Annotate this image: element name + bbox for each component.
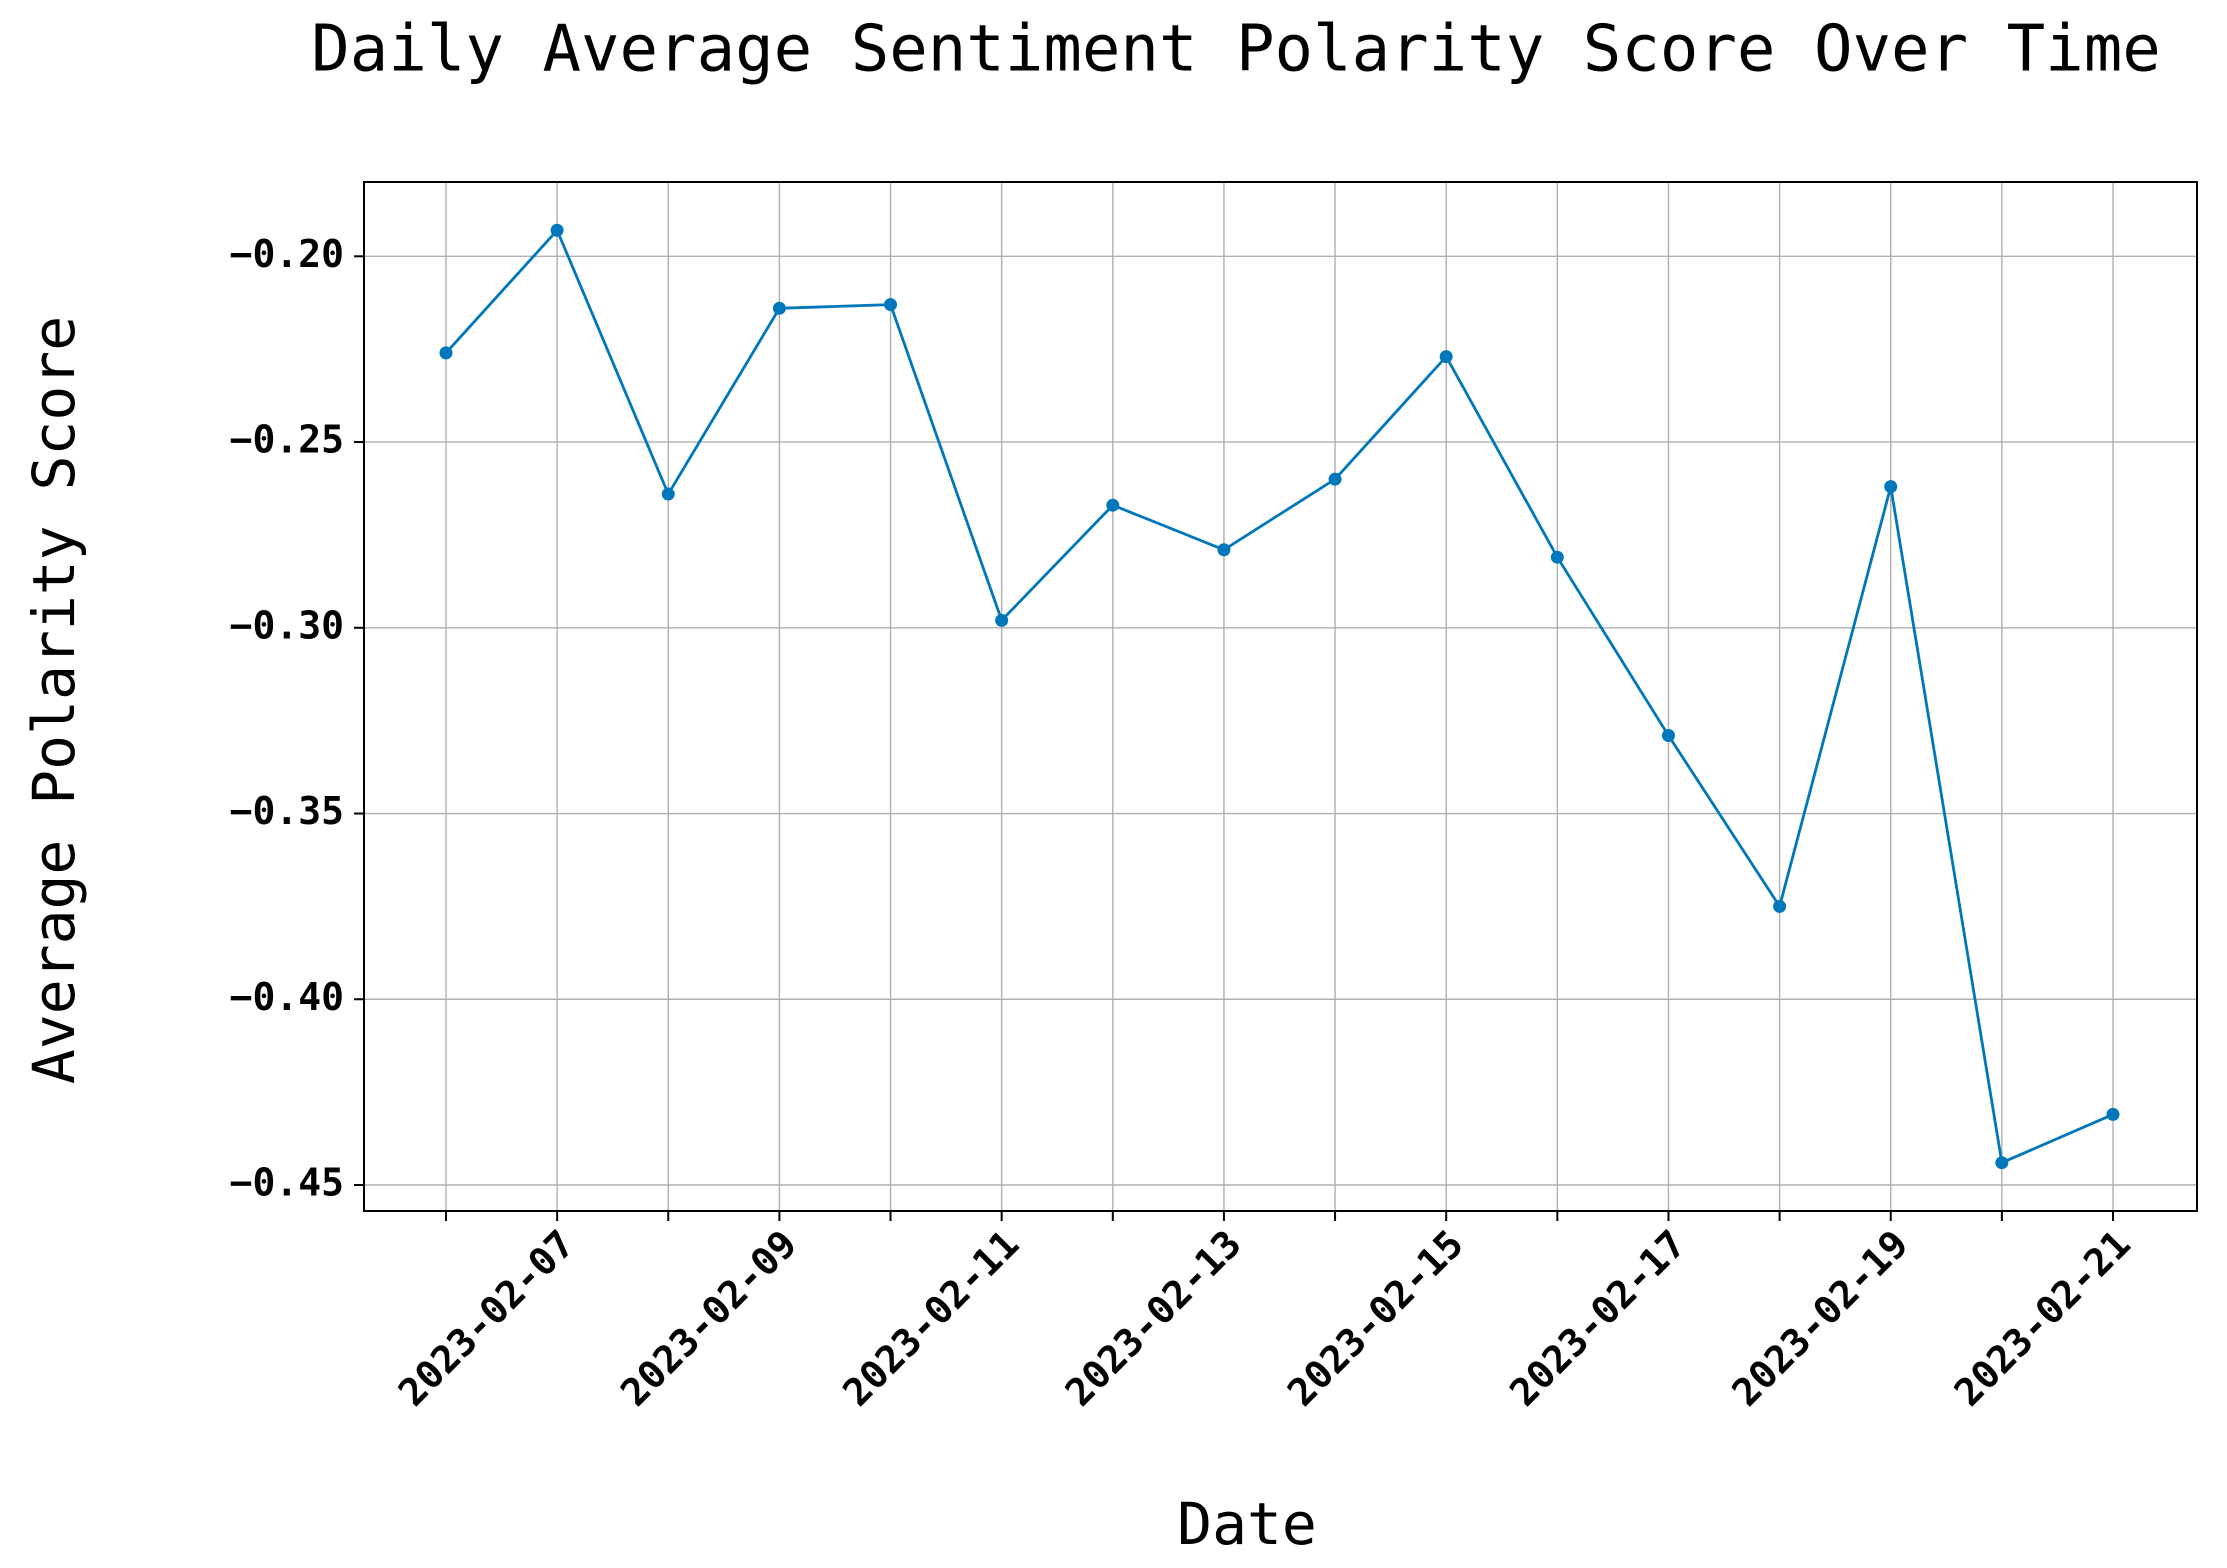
- y-tick-label: −0.25: [230, 418, 344, 462]
- y-tick-label: −0.30: [230, 603, 344, 647]
- point: [1439, 350, 1453, 364]
- x-tick-label: 2023-02-17: [1501, 1222, 1694, 1415]
- point: [1884, 480, 1898, 494]
- chart-title: Daily Average Sentiment Polarity Score O…: [311, 13, 2161, 87]
- x-tick-label: 2023-02-21: [1946, 1222, 2139, 1415]
- x-tick-label: 2023-02-09: [612, 1222, 805, 1415]
- y-tick-label: −0.35: [230, 789, 344, 833]
- x-axis-label: Date: [1177, 1490, 1317, 1558]
- x-tick-label: 2023-02-15: [1279, 1222, 1472, 1415]
- y-tick-label: −0.45: [230, 1160, 344, 1204]
- point: [1773, 899, 1787, 913]
- line: [444, 227, 2114, 1165]
- point: [661, 487, 675, 501]
- point: [439, 346, 453, 360]
- y-tick-label: −0.40: [230, 975, 344, 1019]
- y-tick-label: −0.20: [230, 232, 344, 276]
- point: [2106, 1107, 2120, 1121]
- point: [1550, 550, 1564, 564]
- x-tick-label: 2023-02-11: [835, 1222, 1028, 1415]
- point: [550, 223, 564, 237]
- y-axis-label: Average Polarity Score: [20, 316, 88, 1084]
- plot-frame: [363, 181, 2198, 1212]
- point: [884, 298, 898, 312]
- point: [1328, 472, 1342, 486]
- point: [1995, 1156, 2009, 1170]
- x-tick-label: 2023-02-13: [1057, 1222, 1250, 1415]
- point: [995, 613, 1009, 627]
- grid: [364, 182, 2197, 1211]
- x-tick-label: 2023-02-19: [1724, 1222, 1917, 1415]
- point: [1661, 729, 1675, 743]
- plot: [439, 223, 2120, 1170]
- point: [1217, 543, 1231, 557]
- point: [1106, 498, 1120, 512]
- x-tick-label: 2023-02-07: [390, 1222, 583, 1415]
- point: [772, 301, 786, 315]
